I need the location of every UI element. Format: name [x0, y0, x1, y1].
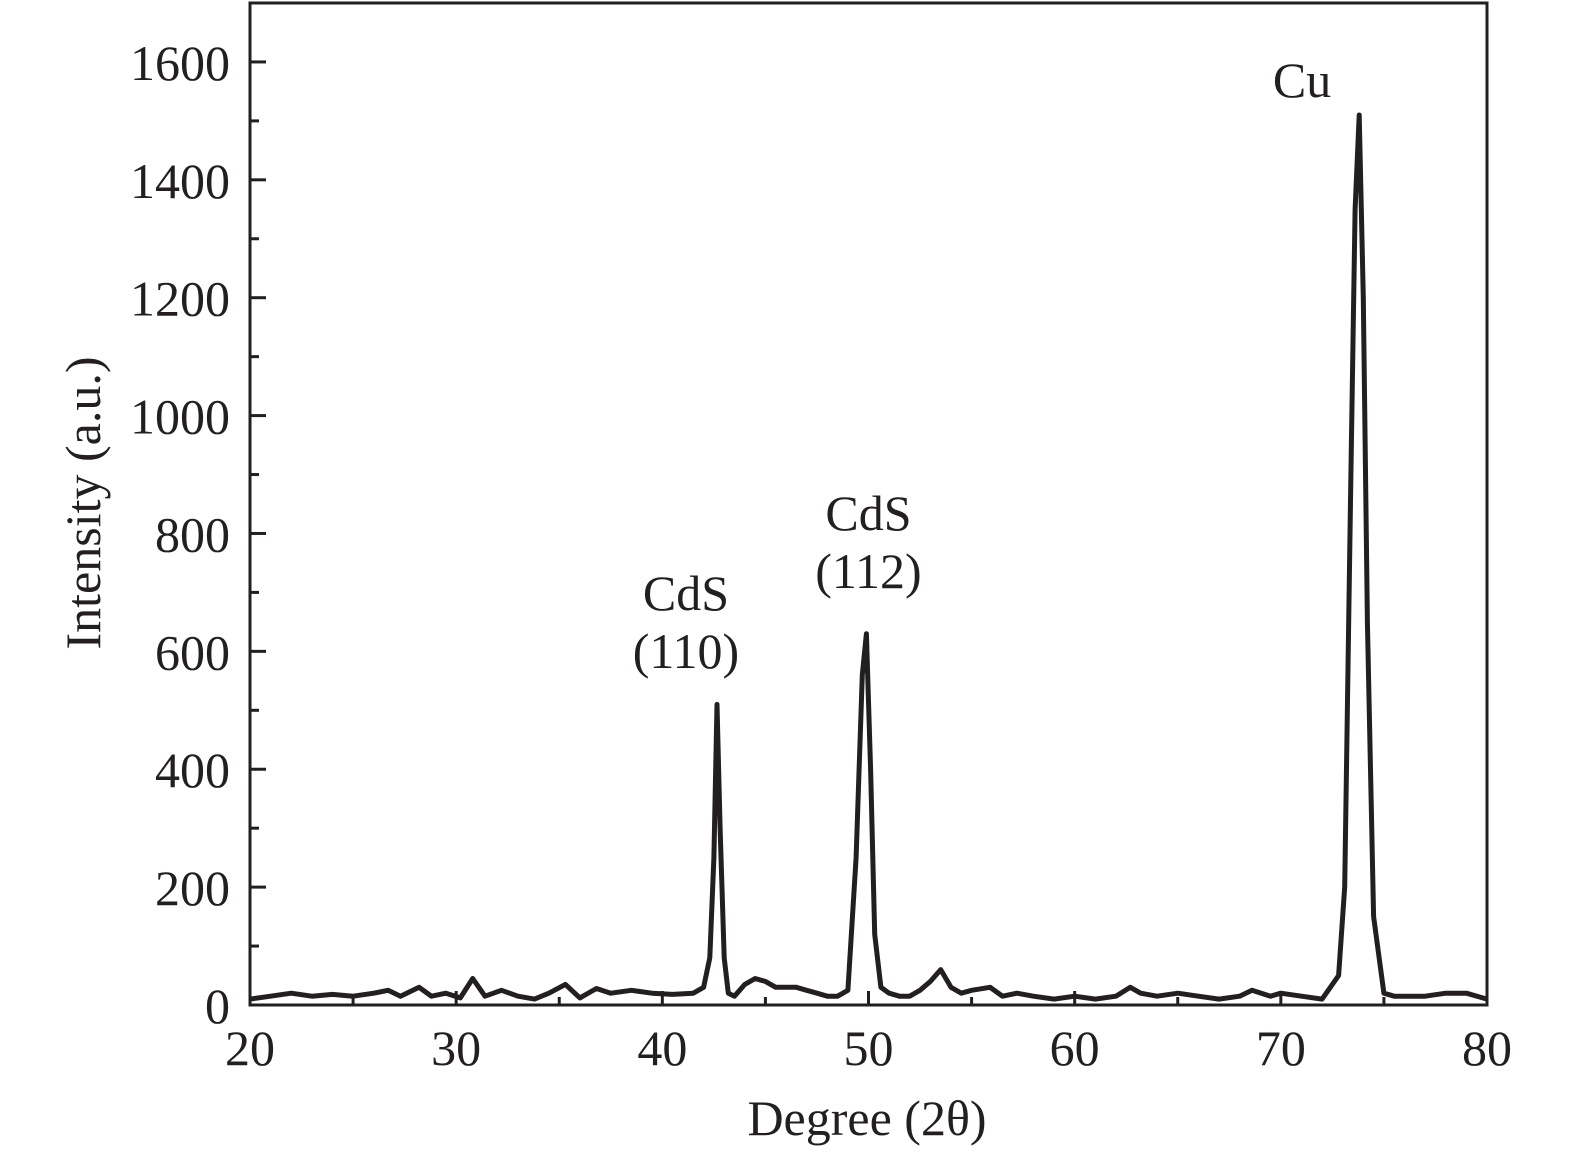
y-axis-title: Intensity (a.u.) [55, 357, 111, 650]
y-tick-label: 200 [155, 860, 230, 916]
peak-annotations: CdS(110)CdS(112)Cu [633, 52, 1332, 679]
y-tick-label: 1200 [130, 271, 230, 327]
y-tick-label: 400 [155, 742, 230, 798]
tick-labels: 20 30 40 50 60 70 8002004006008001000120014001… [130, 35, 1512, 1076]
x-axis-title: Degree (2θ) [747, 1090, 986, 1146]
x-tick-label: 50 [844, 1020, 894, 1076]
peak-label: Cu [1273, 52, 1331, 108]
x-tick-label: 30 [431, 1020, 481, 1076]
x-tick-label: 80 [1462, 1020, 1512, 1076]
y-tick-label: 0 [205, 978, 230, 1034]
peak-label: (110) [633, 623, 739, 679]
y-tick-label: 1000 [130, 389, 230, 445]
y-tick-label: 1400 [130, 153, 230, 209]
y-tick-label: 800 [155, 506, 230, 562]
peak-label: (112) [815, 543, 921, 599]
tick-marks [248, 60, 1489, 1007]
peak-label: CdS [825, 485, 911, 541]
x-tick-label: 20 [225, 1020, 275, 1076]
x-tick-label: 40 [637, 1020, 687, 1076]
y-tick-label: 600 [155, 624, 230, 680]
y-tick-label: 1600 [130, 35, 230, 91]
x-tick-label: 70 [1256, 1020, 1306, 1076]
series-line [249, 112, 1488, 1002]
peak-label: CdS [643, 565, 729, 621]
x-tick-label: 60 [1050, 1020, 1100, 1076]
